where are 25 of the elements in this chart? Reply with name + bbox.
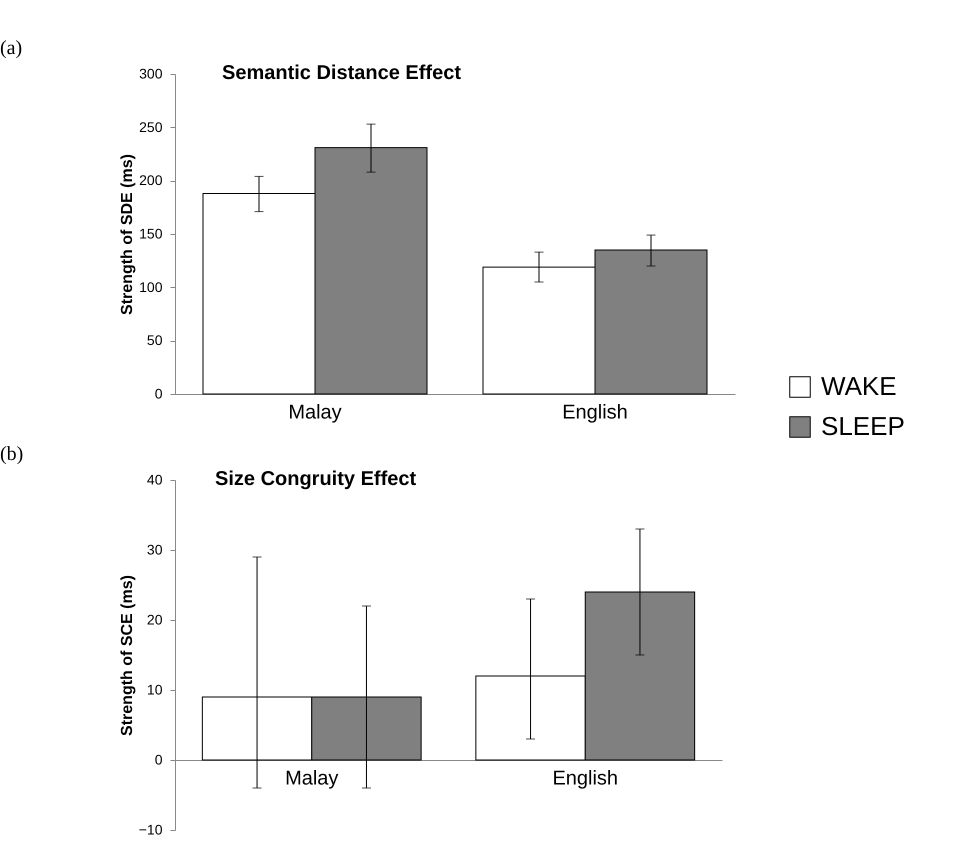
y-tick-label: 0 <box>154 386 163 402</box>
x-tick-label: English <box>562 402 628 424</box>
y-tick-label: 200 <box>139 172 163 188</box>
legend-label: WAKE <box>821 371 897 401</box>
y-tick-label: 20 <box>146 612 163 628</box>
y-axis-title: Strength of SDE (ms) <box>119 154 136 315</box>
chart-title: Size Congruity Effect <box>215 468 416 490</box>
x-tick-label: English <box>552 768 618 790</box>
y-tick-label: 10 <box>146 682 163 698</box>
y-tick-label: 150 <box>139 226 163 242</box>
legend-label: SLEEP <box>821 411 905 441</box>
y-tick-label: −10 <box>138 822 163 838</box>
y-tick-label: 0 <box>154 752 163 768</box>
y-axis-title: Strength of SCE (ms) <box>118 575 136 736</box>
y-tick-label: 300 <box>139 66 163 82</box>
y-tick-label: 250 <box>139 118 163 135</box>
y-tick-label: 50 <box>146 332 163 348</box>
x-tick-label: Malay <box>288 402 342 424</box>
text: (a) <box>0 37 22 59</box>
x-tick-label: Malay <box>285 768 338 790</box>
y-tick-label: 40 <box>146 472 163 488</box>
chart-title: Semantic Distance Effect <box>222 62 462 84</box>
y-tick-label: 100 <box>139 278 163 295</box>
text: (b) <box>0 443 24 465</box>
y-tick-label: 30 <box>146 542 163 558</box>
